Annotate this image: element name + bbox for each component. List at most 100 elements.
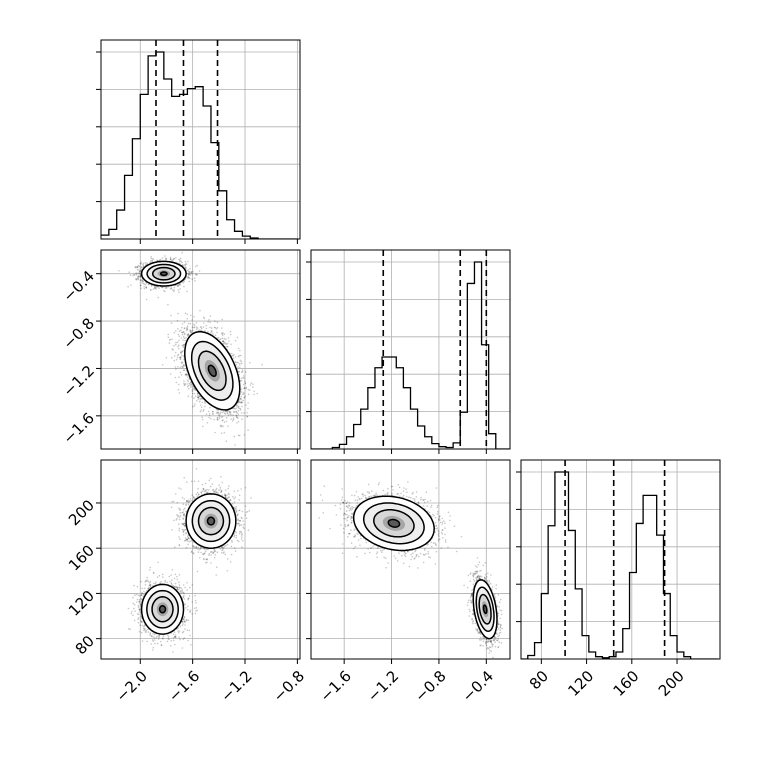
scatter-point bbox=[188, 273, 191, 276]
scatter-point bbox=[141, 280, 143, 282]
scatter-point bbox=[181, 331, 183, 334]
scatter-point bbox=[240, 354, 242, 357]
scatter-point bbox=[187, 276, 190, 279]
scatter-point bbox=[150, 257, 152, 260]
scatter-point bbox=[170, 287, 172, 289]
scatter-point bbox=[243, 434, 246, 436]
scatter-point bbox=[182, 336, 185, 338]
scatter-point bbox=[145, 282, 148, 284]
scatter-point bbox=[217, 412, 219, 414]
scatter-point bbox=[147, 283, 150, 286]
scatter-point bbox=[177, 289, 180, 291]
scatter-point bbox=[190, 386, 192, 389]
scatter-point bbox=[197, 396, 200, 399]
scatter-point bbox=[118, 270, 120, 272]
scatter-point bbox=[231, 352, 233, 355]
scatter-point bbox=[228, 411, 231, 414]
scatter-point bbox=[202, 410, 204, 413]
scatter-point bbox=[177, 345, 179, 348]
scatter-point bbox=[180, 337, 182, 339]
scatter-point bbox=[169, 339, 171, 341]
scatter-point bbox=[183, 337, 186, 340]
scatter-point bbox=[175, 284, 177, 287]
scatter-point bbox=[188, 276, 190, 279]
scatter-point bbox=[186, 379, 189, 382]
scatter-point bbox=[169, 373, 172, 375]
scatter-point bbox=[170, 314, 172, 317]
panel-scatter-p0-p1: −1.6−1.2−0.8−0.4 bbox=[60, 249, 301, 454]
scatter-point bbox=[128, 271, 130, 274]
scatter-point bbox=[197, 396, 200, 399]
scatter-point bbox=[185, 327, 188, 329]
scatter-point bbox=[246, 416, 249, 418]
scatter-point bbox=[169, 288, 172, 290]
scatter-point bbox=[179, 358, 182, 360]
scatter-point bbox=[188, 280, 191, 283]
scatter-point bbox=[231, 355, 233, 357]
scatter-point bbox=[173, 331, 176, 334]
scatter-point bbox=[164, 255, 166, 257]
scatter-point bbox=[200, 329, 203, 332]
scatter-point bbox=[179, 358, 182, 360]
scatter-point bbox=[235, 361, 237, 364]
scatter-point bbox=[149, 289, 152, 291]
scatter-point bbox=[139, 279, 142, 282]
scatter-point bbox=[221, 411, 224, 414]
scatter-point bbox=[226, 345, 228, 348]
scatter-point bbox=[154, 285, 156, 288]
scatter-point bbox=[180, 374, 183, 376]
scatter-point bbox=[136, 272, 138, 274]
scatter-point bbox=[216, 321, 219, 324]
scatter-point bbox=[176, 341, 179, 344]
scatter-point bbox=[164, 290, 166, 293]
scatter-point bbox=[187, 384, 190, 387]
scatter-point bbox=[204, 330, 206, 332]
scatter-point bbox=[183, 321, 186, 324]
scatter-point bbox=[183, 343, 186, 346]
scatter-point bbox=[208, 319, 210, 321]
scatter-point bbox=[188, 382, 191, 385]
scatter-point bbox=[164, 258, 167, 261]
scatter-point bbox=[183, 327, 186, 330]
scatter-point bbox=[232, 417, 235, 420]
scatter-point bbox=[225, 440, 228, 443]
scatter-point bbox=[183, 369, 185, 372]
scatter-point bbox=[151, 260, 154, 263]
scatter-point bbox=[136, 269, 139, 271]
scatter-point bbox=[142, 265, 145, 268]
scatter-point bbox=[151, 284, 153, 287]
scatter-point bbox=[190, 331, 192, 334]
scatter-point bbox=[161, 257, 164, 259]
scatter-point bbox=[181, 323, 184, 325]
scatter-point bbox=[182, 281, 184, 284]
scatter-point bbox=[189, 381, 192, 383]
scatter-point bbox=[235, 414, 237, 417]
scatter-point bbox=[176, 356, 179, 359]
scatter-point bbox=[226, 412, 229, 415]
scatter-point bbox=[204, 330, 206, 333]
scatter-point bbox=[183, 369, 185, 372]
scatter-point bbox=[245, 371, 247, 373]
scatter-point bbox=[184, 264, 187, 267]
scatter-point bbox=[177, 327, 179, 330]
scatter-point bbox=[155, 286, 157, 289]
scatter-point bbox=[198, 270, 201, 272]
scatter-point bbox=[241, 369, 244, 372]
scatter-point bbox=[169, 338, 171, 341]
scatter-point bbox=[239, 397, 242, 400]
scatter-point bbox=[209, 406, 211, 409]
scatter-point bbox=[216, 412, 218, 415]
scatter-point bbox=[215, 408, 218, 411]
scatter-point bbox=[204, 402, 206, 404]
scatter-point bbox=[173, 286, 176, 289]
scatter-point bbox=[196, 273, 198, 276]
scatter-point bbox=[140, 267, 143, 269]
scatter-point bbox=[221, 332, 223, 335]
scatter-point bbox=[157, 296, 159, 299]
scatter-point bbox=[237, 413, 240, 416]
scatter-point bbox=[236, 405, 238, 407]
scatter-point bbox=[189, 384, 191, 386]
scatter-point bbox=[195, 273, 197, 276]
scatter-point bbox=[142, 263, 144, 266]
scatter-point bbox=[140, 279, 142, 281]
